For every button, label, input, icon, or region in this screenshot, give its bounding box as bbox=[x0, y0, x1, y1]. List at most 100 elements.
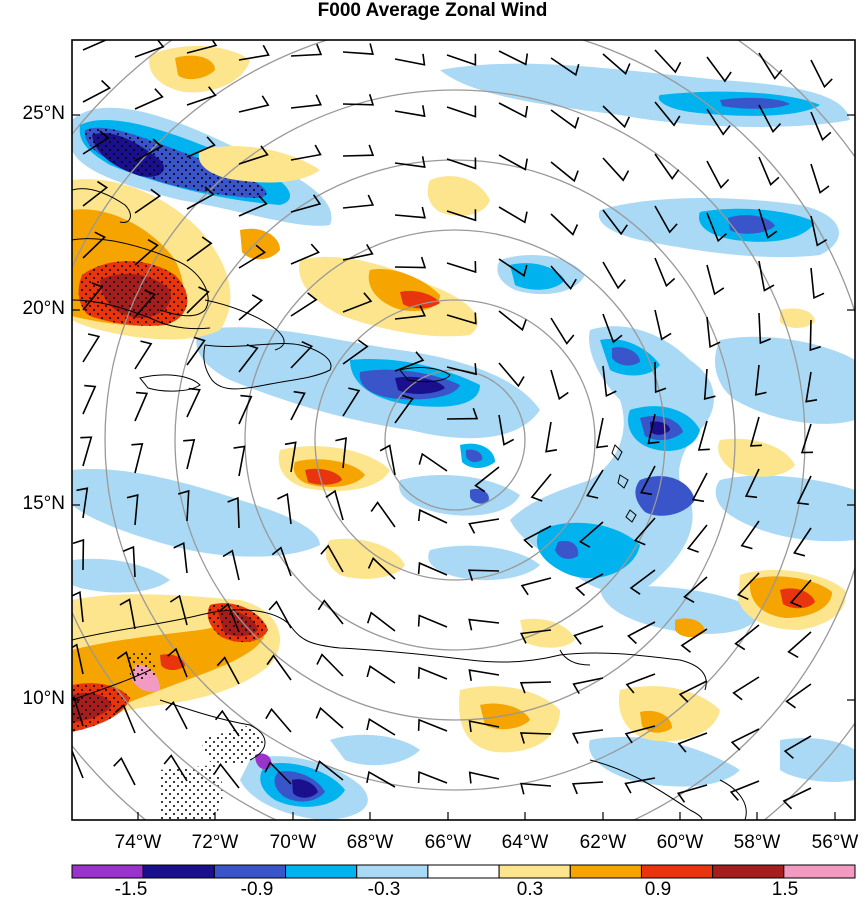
wind-barb bbox=[82, 130, 110, 155]
wind-barb bbox=[602, 313, 623, 344]
wind-barb bbox=[342, 194, 375, 209]
wind-barb bbox=[72, 643, 84, 675]
colorbar-label: -1.5 bbox=[114, 879, 148, 900]
wind-barb bbox=[706, 160, 730, 189]
wind-barb bbox=[134, 340, 153, 370]
wind-barb bbox=[468, 771, 500, 784]
wind-barb bbox=[519, 681, 552, 694]
wind-barb bbox=[730, 728, 760, 751]
wind-barb bbox=[586, 469, 604, 499]
wind-barb bbox=[134, 239, 159, 266]
wind-barb bbox=[233, 445, 246, 477]
wind-barb bbox=[82, 40, 108, 51]
wind-barb bbox=[238, 394, 253, 425]
wind-barb bbox=[810, 267, 825, 299]
wind-barb bbox=[754, 364, 767, 396]
wind-barb bbox=[498, 258, 528, 277]
wind-barb bbox=[633, 517, 656, 546]
wind-barb bbox=[76, 487, 89, 519]
wind-barb bbox=[732, 676, 760, 701]
wind-barb bbox=[238, 195, 268, 217]
wind-barb bbox=[654, 205, 678, 234]
wind-barb bbox=[169, 594, 188, 626]
wind-barb bbox=[366, 718, 396, 736]
wind-barb bbox=[216, 656, 240, 685]
wind-barb bbox=[290, 144, 322, 161]
wind-barb bbox=[602, 53, 631, 76]
wind-barb bbox=[82, 333, 101, 363]
wind-barb bbox=[186, 336, 206, 366]
colorbar-swatch bbox=[356, 864, 429, 879]
wind-barb bbox=[219, 602, 240, 633]
wind-barb bbox=[654, 101, 681, 127]
colorbar-label: 0.9 bbox=[644, 879, 672, 900]
wind-barb bbox=[468, 669, 500, 682]
wind-barb bbox=[758, 52, 783, 80]
wind-barb bbox=[394, 206, 426, 219]
wind-barb bbox=[446, 53, 477, 66]
wind-barb bbox=[446, 157, 477, 170]
wind-barb bbox=[394, 351, 425, 372]
wind-barb bbox=[734, 624, 760, 651]
wind-barb bbox=[578, 521, 604, 548]
wind-barb bbox=[72, 696, 84, 727]
wind-barb bbox=[315, 760, 344, 781]
wind-barb bbox=[498, 50, 529, 66]
wind-barb bbox=[366, 770, 396, 788]
wind-barb bbox=[134, 88, 164, 110]
colorbar-swatch bbox=[712, 864, 785, 879]
coastlines bbox=[72, 188, 747, 820]
wind-barb bbox=[676, 784, 708, 803]
wind-barb bbox=[550, 57, 580, 77]
wind-barb bbox=[498, 154, 528, 171]
wind-barb bbox=[417, 561, 448, 576]
wind-barb bbox=[680, 628, 708, 653]
wind-barb bbox=[446, 363, 477, 376]
wind-barb bbox=[595, 417, 609, 449]
wind-barb bbox=[446, 105, 477, 118]
wind-barb bbox=[783, 735, 812, 759]
wind-barb bbox=[810, 59, 833, 89]
wind-barb bbox=[498, 102, 529, 119]
axis-ticks bbox=[72, 114, 855, 820]
colorbar-swatch bbox=[142, 864, 215, 879]
colorbar-swatch bbox=[569, 864, 642, 879]
wind-barb bbox=[572, 677, 604, 695]
wind-barb bbox=[498, 206, 528, 224]
wind-barb bbox=[342, 339, 369, 365]
wind-barb bbox=[468, 720, 500, 733]
lon-label-58w: 58°W bbox=[733, 832, 781, 853]
wind-barb bbox=[134, 289, 157, 318]
wind-barb bbox=[498, 414, 515, 446]
wind-barb bbox=[342, 144, 375, 157]
wind-barb bbox=[550, 369, 569, 401]
wind-barb bbox=[602, 157, 630, 182]
wind-barb bbox=[370, 501, 396, 528]
wind-barb bbox=[629, 569, 656, 595]
wind-barb bbox=[214, 709, 240, 737]
wind-barb bbox=[468, 518, 500, 534]
wind-barb bbox=[520, 577, 552, 596]
wind-barb bbox=[706, 108, 731, 136]
wind-barb bbox=[134, 391, 149, 422]
wind-barb bbox=[800, 423, 814, 454]
wind-barb bbox=[758, 156, 780, 186]
wind-barb bbox=[72, 748, 84, 779]
wind-barb bbox=[550, 109, 580, 130]
wind-barb bbox=[186, 236, 213, 262]
wind-barb bbox=[163, 754, 188, 782]
wind-barb bbox=[654, 257, 676, 288]
wind-barb bbox=[268, 600, 292, 629]
wind-barb bbox=[325, 489, 344, 521]
wind-barb bbox=[82, 79, 111, 103]
wind-barb bbox=[114, 703, 136, 734]
lat-label-10n: 10°N bbox=[22, 688, 65, 709]
wind-barb bbox=[793, 527, 812, 557]
wind-barb bbox=[290, 292, 318, 317]
wind-barb bbox=[498, 362, 525, 388]
wind-barb bbox=[366, 665, 396, 684]
wind-barb bbox=[116, 651, 136, 682]
wind-barb bbox=[113, 756, 136, 786]
wind-barb bbox=[573, 625, 604, 645]
